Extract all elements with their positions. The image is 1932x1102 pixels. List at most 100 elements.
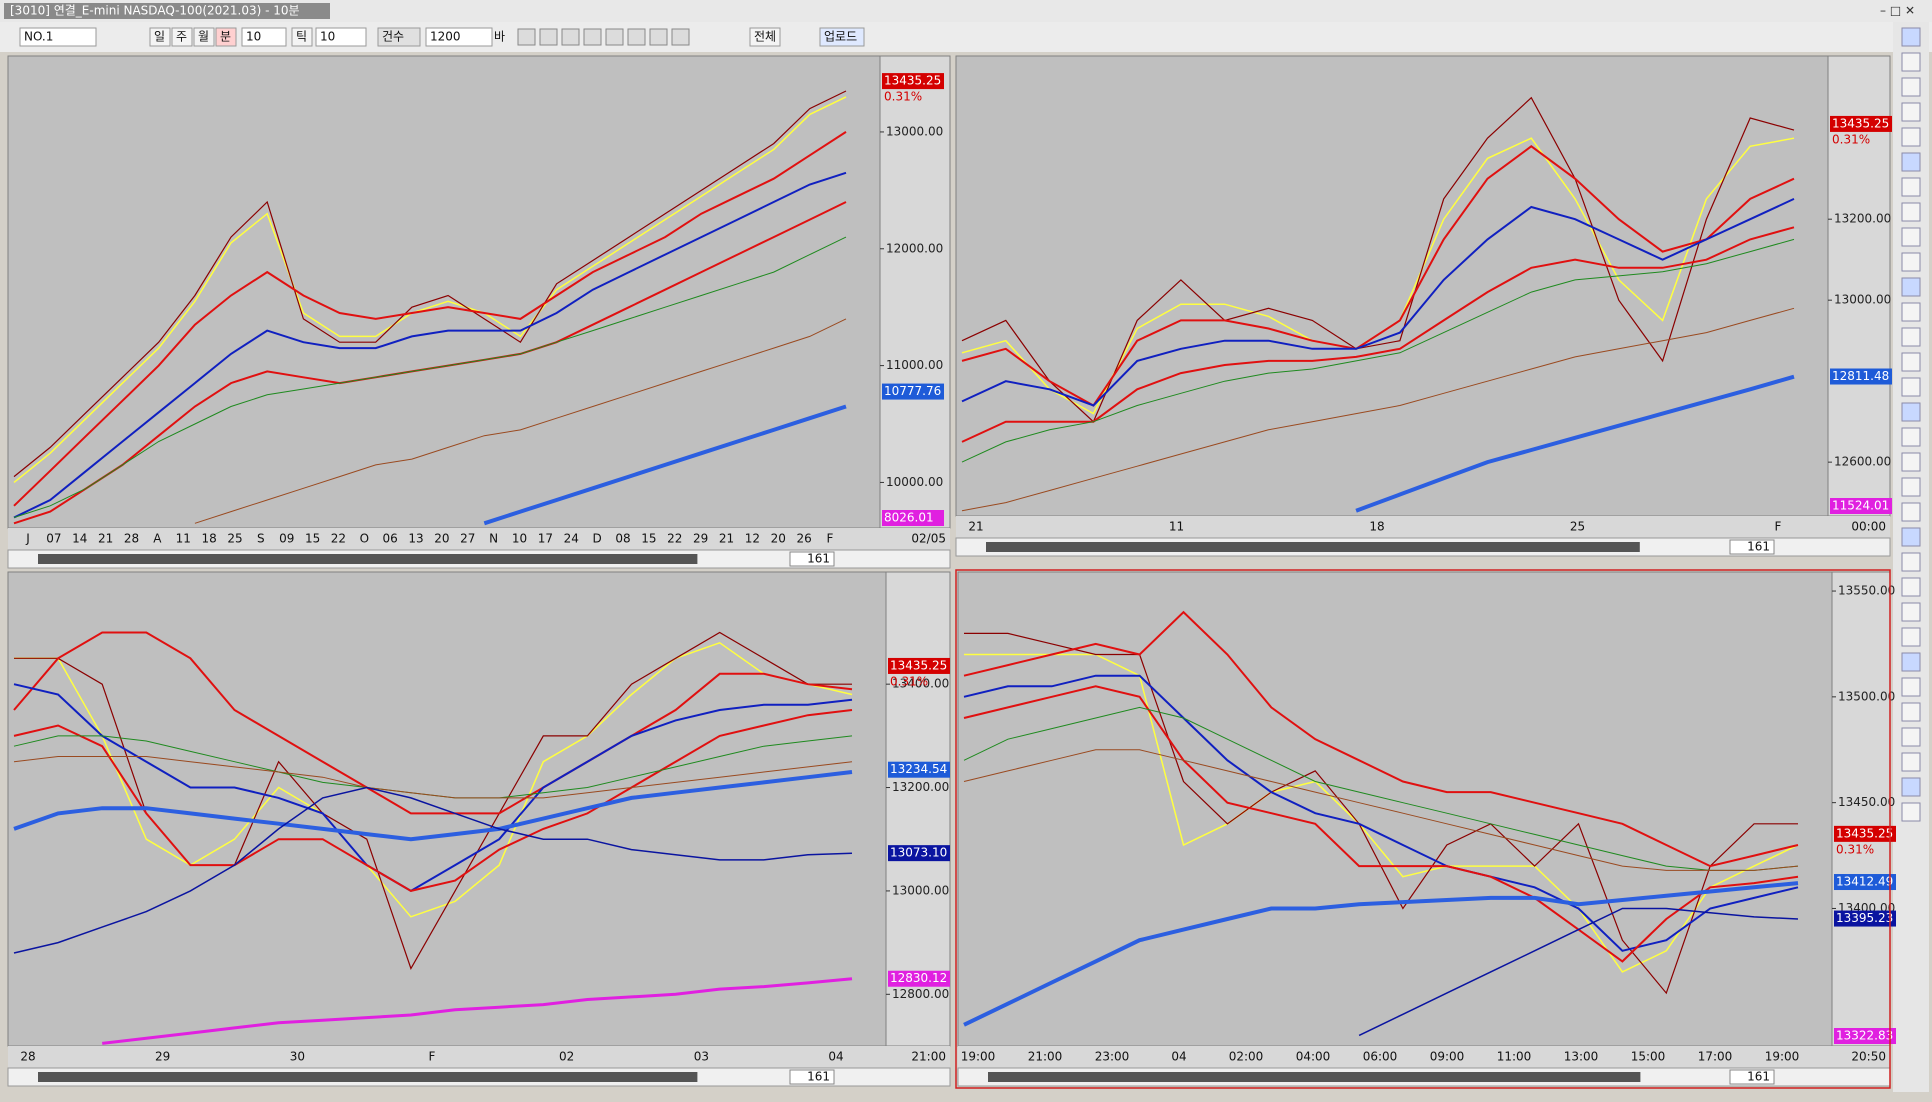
tick-button: 틱	[296, 30, 307, 44]
toolbar-items: NO.1 일 주 월 분 10 틱 10 건수 1200 바 전체 업로드	[19, 27, 865, 47]
price-tag-label: 13395.23	[1836, 911, 1893, 925]
bar-count: 161	[1747, 1070, 1770, 1084]
period-button-box[interactable]	[193, 27, 215, 47]
indicator-line	[13, 90, 847, 478]
account-select-box[interactable]	[19, 27, 97, 47]
period-button: 분	[220, 30, 231, 44]
tool-icon[interactable]	[583, 28, 602, 46]
period-button-box[interactable]	[215, 27, 237, 47]
side-icon[interactable]	[1901, 352, 1921, 372]
indicator-line	[483, 404, 847, 526]
indicator-line	[963, 610, 1799, 868]
tick-button-box[interactable]	[291, 27, 313, 47]
side-icon[interactable]	[1901, 302, 1921, 322]
side-icon[interactable]	[1901, 527, 1921, 547]
side-icon[interactable]	[1901, 52, 1921, 72]
side-icon[interactable]	[1901, 777, 1921, 797]
x-tick-label: 30	[290, 1050, 305, 1064]
all-button-box[interactable]	[749, 27, 781, 47]
period-value-box[interactable]	[241, 27, 287, 47]
x-tick-label: 26	[796, 532, 811, 546]
side-icon[interactable]	[1901, 627, 1921, 647]
side-icon[interactable]	[1901, 477, 1921, 497]
side-icon[interactable]	[1901, 102, 1921, 122]
side-icon[interactable]	[1901, 202, 1921, 222]
indicator-line	[194, 318, 847, 524]
side-icon[interactable]	[1901, 602, 1921, 622]
tool-icon[interactable]	[605, 28, 624, 46]
side-icon[interactable]	[1901, 652, 1921, 672]
plot-area	[957, 571, 1833, 1047]
bottom-tag	[882, 510, 944, 526]
side-icon[interactable]	[1901, 77, 1921, 97]
side-icon[interactable]	[1901, 377, 1921, 397]
time-label: 21:00	[911, 1050, 946, 1064]
period-button-box[interactable]	[171, 27, 193, 47]
side-icon[interactable]	[1901, 277, 1921, 297]
y-tick-label: 12000.00	[886, 241, 943, 255]
side-icon[interactable]	[1901, 577, 1921, 597]
count-input-box[interactable]	[425, 27, 493, 47]
title-tab[interactable]	[4, 3, 330, 19]
x-tick-label: 21	[719, 532, 734, 546]
side-icon[interactable]	[1901, 677, 1921, 697]
tool-icon[interactable]	[539, 28, 558, 46]
x-tick-label: F	[1775, 520, 1782, 534]
side-icon[interactable]	[1901, 427, 1921, 447]
count-box[interactable]	[1729, 1069, 1775, 1085]
price-tag	[888, 845, 950, 862]
count-label-box[interactable]	[377, 27, 421, 47]
x-tick-label: 13	[408, 532, 423, 546]
tool-icon[interactable]	[671, 28, 690, 46]
y-tick-label: 13500.00	[1838, 689, 1895, 703]
side-icon[interactable]	[1901, 127, 1921, 147]
side-icon[interactable]	[1901, 152, 1921, 172]
count-box[interactable]	[789, 551, 835, 567]
count-box[interactable]	[1729, 539, 1775, 555]
price-tag	[1834, 825, 1896, 842]
tick-value-box[interactable]	[315, 27, 367, 47]
x-tick-label: A	[153, 532, 162, 546]
count-box[interactable]	[789, 1069, 835, 1085]
x-tick-label: 06:00	[1363, 1050, 1398, 1064]
side-icon[interactable]	[1901, 402, 1921, 422]
x-axis	[958, 1046, 1890, 1068]
side-icon[interactable]	[1901, 227, 1921, 247]
x-tick-label: 22	[667, 532, 682, 546]
side-icon[interactable]	[1901, 177, 1921, 197]
y-tick-label: 13000.00	[892, 883, 949, 897]
price-tag-label: 13412.49	[1836, 875, 1893, 889]
period-button-box[interactable]	[149, 27, 171, 47]
tool-icon[interactable]	[517, 28, 536, 46]
bar-count: 161	[1747, 540, 1770, 554]
change-label: 0.31%	[890, 674, 928, 688]
plot-area	[955, 55, 1829, 517]
indicator-line	[961, 226, 1795, 443]
x-tick-label: J	[25, 532, 30, 546]
side-icon[interactable]	[1901, 752, 1921, 772]
side-icon[interactable]	[1901, 727, 1921, 747]
side-icon[interactable]	[1901, 702, 1921, 722]
side-icon[interactable]	[1901, 27, 1921, 47]
x-tick-label: 18	[201, 532, 216, 546]
window-controls[interactable]: – □ ✕	[1880, 4, 1915, 18]
x-tick-label: 28	[20, 1050, 35, 1064]
side-icon[interactable]	[1901, 502, 1921, 522]
side-icon[interactable]	[1901, 252, 1921, 272]
y-tick-label: 11000.00	[886, 358, 943, 372]
indicator-line	[1355, 374, 1795, 513]
side-icon[interactable]	[1901, 802, 1921, 822]
period-button: 일	[154, 30, 165, 44]
upload-button-box[interactable]	[819, 27, 865, 47]
x-tick-label: 08	[615, 532, 630, 546]
side-icon[interactable]	[1901, 552, 1921, 572]
x-tick-label: 24	[564, 532, 579, 546]
x-tick-label: 20	[771, 532, 786, 546]
indicator-line	[1358, 907, 1799, 1037]
side-icon[interactable]	[1901, 327, 1921, 347]
tool-icon[interactable]	[627, 28, 646, 46]
tool-icon[interactable]	[561, 28, 580, 46]
volume-strip	[38, 554, 698, 564]
tool-icon[interactable]	[649, 28, 668, 46]
side-icon[interactable]	[1901, 452, 1921, 472]
